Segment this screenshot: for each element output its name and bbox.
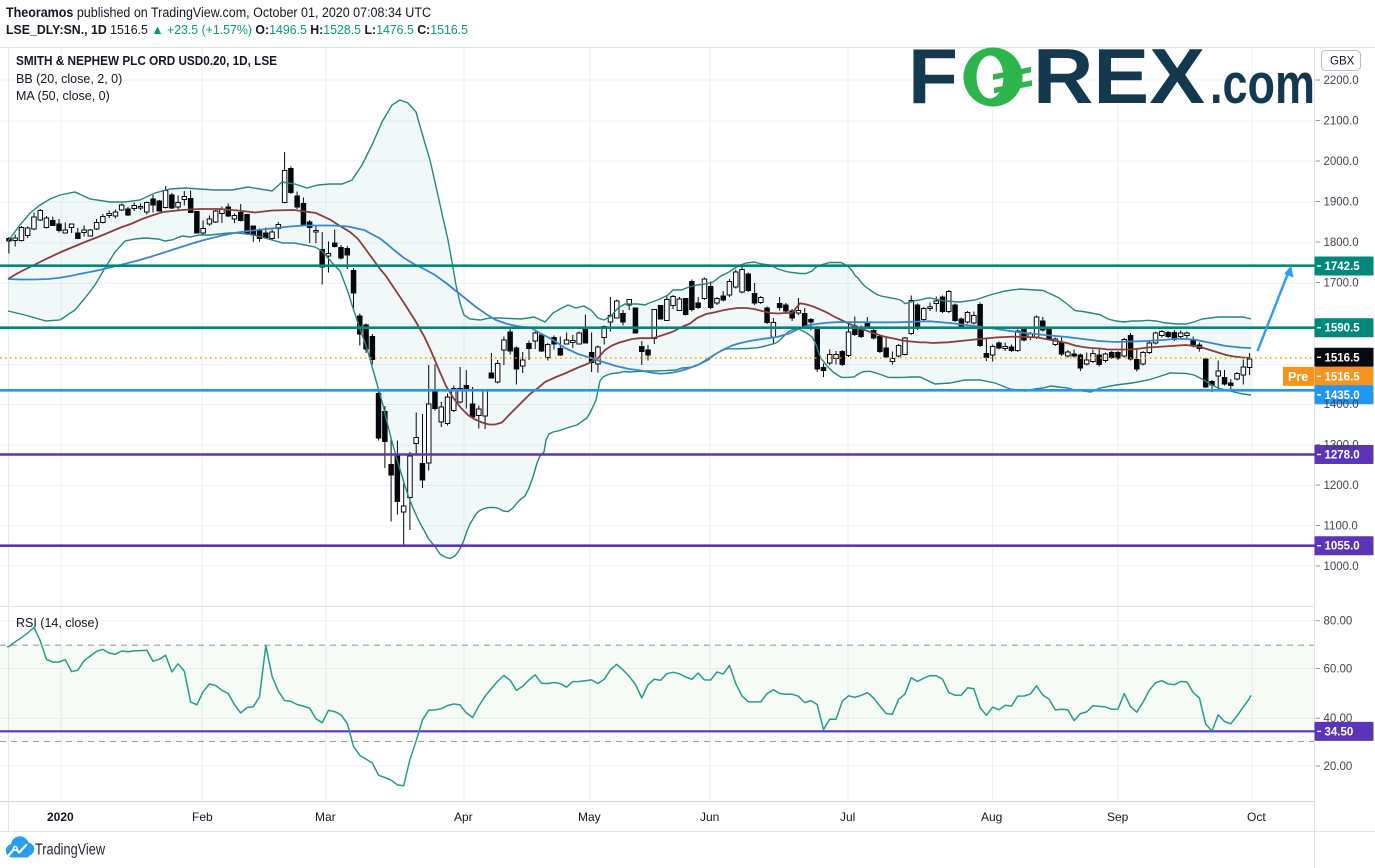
svg-text:Sep: Sep [1107, 810, 1129, 824]
svg-text:60.00: 60.00 [1324, 664, 1353, 676]
svg-text:1000.0: 1000.0 [1324, 561, 1359, 573]
svg-text:40.00: 40.00 [1324, 713, 1353, 725]
svg-text:Mar: Mar [315, 810, 336, 824]
svg-text:1516.5: 1516.5 [1325, 371, 1361, 383]
svg-text:Pre: Pre [1288, 370, 1308, 384]
svg-text:Feb: Feb [192, 810, 213, 824]
svg-text:1300.0: 1300.0 [1324, 440, 1359, 452]
svg-text:2000.0: 2000.0 [1324, 156, 1359, 168]
svg-text:1100.0: 1100.0 [1324, 521, 1358, 533]
svg-text:1700.0: 1700.0 [1324, 278, 1359, 290]
svg-text:Jul: Jul [840, 810, 855, 824]
svg-text:.com: .com [1210, 52, 1315, 116]
svg-text:1400.0: 1400.0 [1324, 399, 1359, 411]
svg-text:1435.0: 1435.0 [1325, 390, 1360, 402]
svg-text:Apr: Apr [454, 810, 473, 824]
svg-text:1200.0: 1200.0 [1324, 480, 1359, 492]
svg-text:2200.0: 2200.0 [1324, 75, 1359, 87]
svg-text:Oct: Oct [1247, 810, 1266, 824]
svg-text:Jun: Jun [700, 810, 719, 824]
svg-text:BB (20, close, 2, 0): BB (20, close, 2, 0) [16, 72, 122, 86]
svg-text:May: May [578, 810, 601, 824]
svg-text:SMITH & NEPHEW PLC ORD USD0.20: SMITH & NEPHEW PLC ORD USD0.20, 1D, LSE [16, 54, 277, 68]
svg-text:1590.5: 1590.5 [1325, 323, 1361, 335]
svg-text:1900.0: 1900.0 [1324, 197, 1359, 209]
svg-text:20.00: 20.00 [1324, 761, 1353, 773]
svg-text:GBX: GBX [1330, 56, 1355, 68]
svg-text:2020: 2020 [47, 810, 74, 824]
svg-text:1800.0: 1800.0 [1324, 237, 1359, 249]
svg-text:1278.0: 1278.0 [1325, 450, 1360, 462]
svg-text:1516.5: 1516.5 [1325, 352, 1361, 364]
svg-text:F: F [908, 32, 958, 120]
svg-text:LSE_DLY:SN., 1D 1516.5 ▲ +23.5: LSE_DLY:SN., 1D 1516.5 ▲ +23.5 (+1.57%) … [6, 22, 468, 37]
svg-text:REX: REX [1033, 32, 1205, 120]
svg-text:2100.0: 2100.0 [1324, 116, 1359, 128]
svg-text:1742.5: 1742.5 [1325, 261, 1361, 273]
svg-text:34.50: 34.50 [1325, 726, 1354, 738]
svg-text:Aug: Aug [981, 810, 1002, 824]
svg-text:MA (50, close, 0): MA (50, close, 0) [16, 89, 110, 103]
svg-text:TradingView: TradingView [35, 842, 106, 859]
svg-text:80.00: 80.00 [1324, 616, 1353, 628]
svg-text:Theoramos published on Trading: Theoramos published on TradingView.com, … [6, 5, 431, 20]
svg-text:RSI (14, close): RSI (14, close) [16, 616, 99, 630]
svg-text:1055.0: 1055.0 [1325, 541, 1360, 553]
